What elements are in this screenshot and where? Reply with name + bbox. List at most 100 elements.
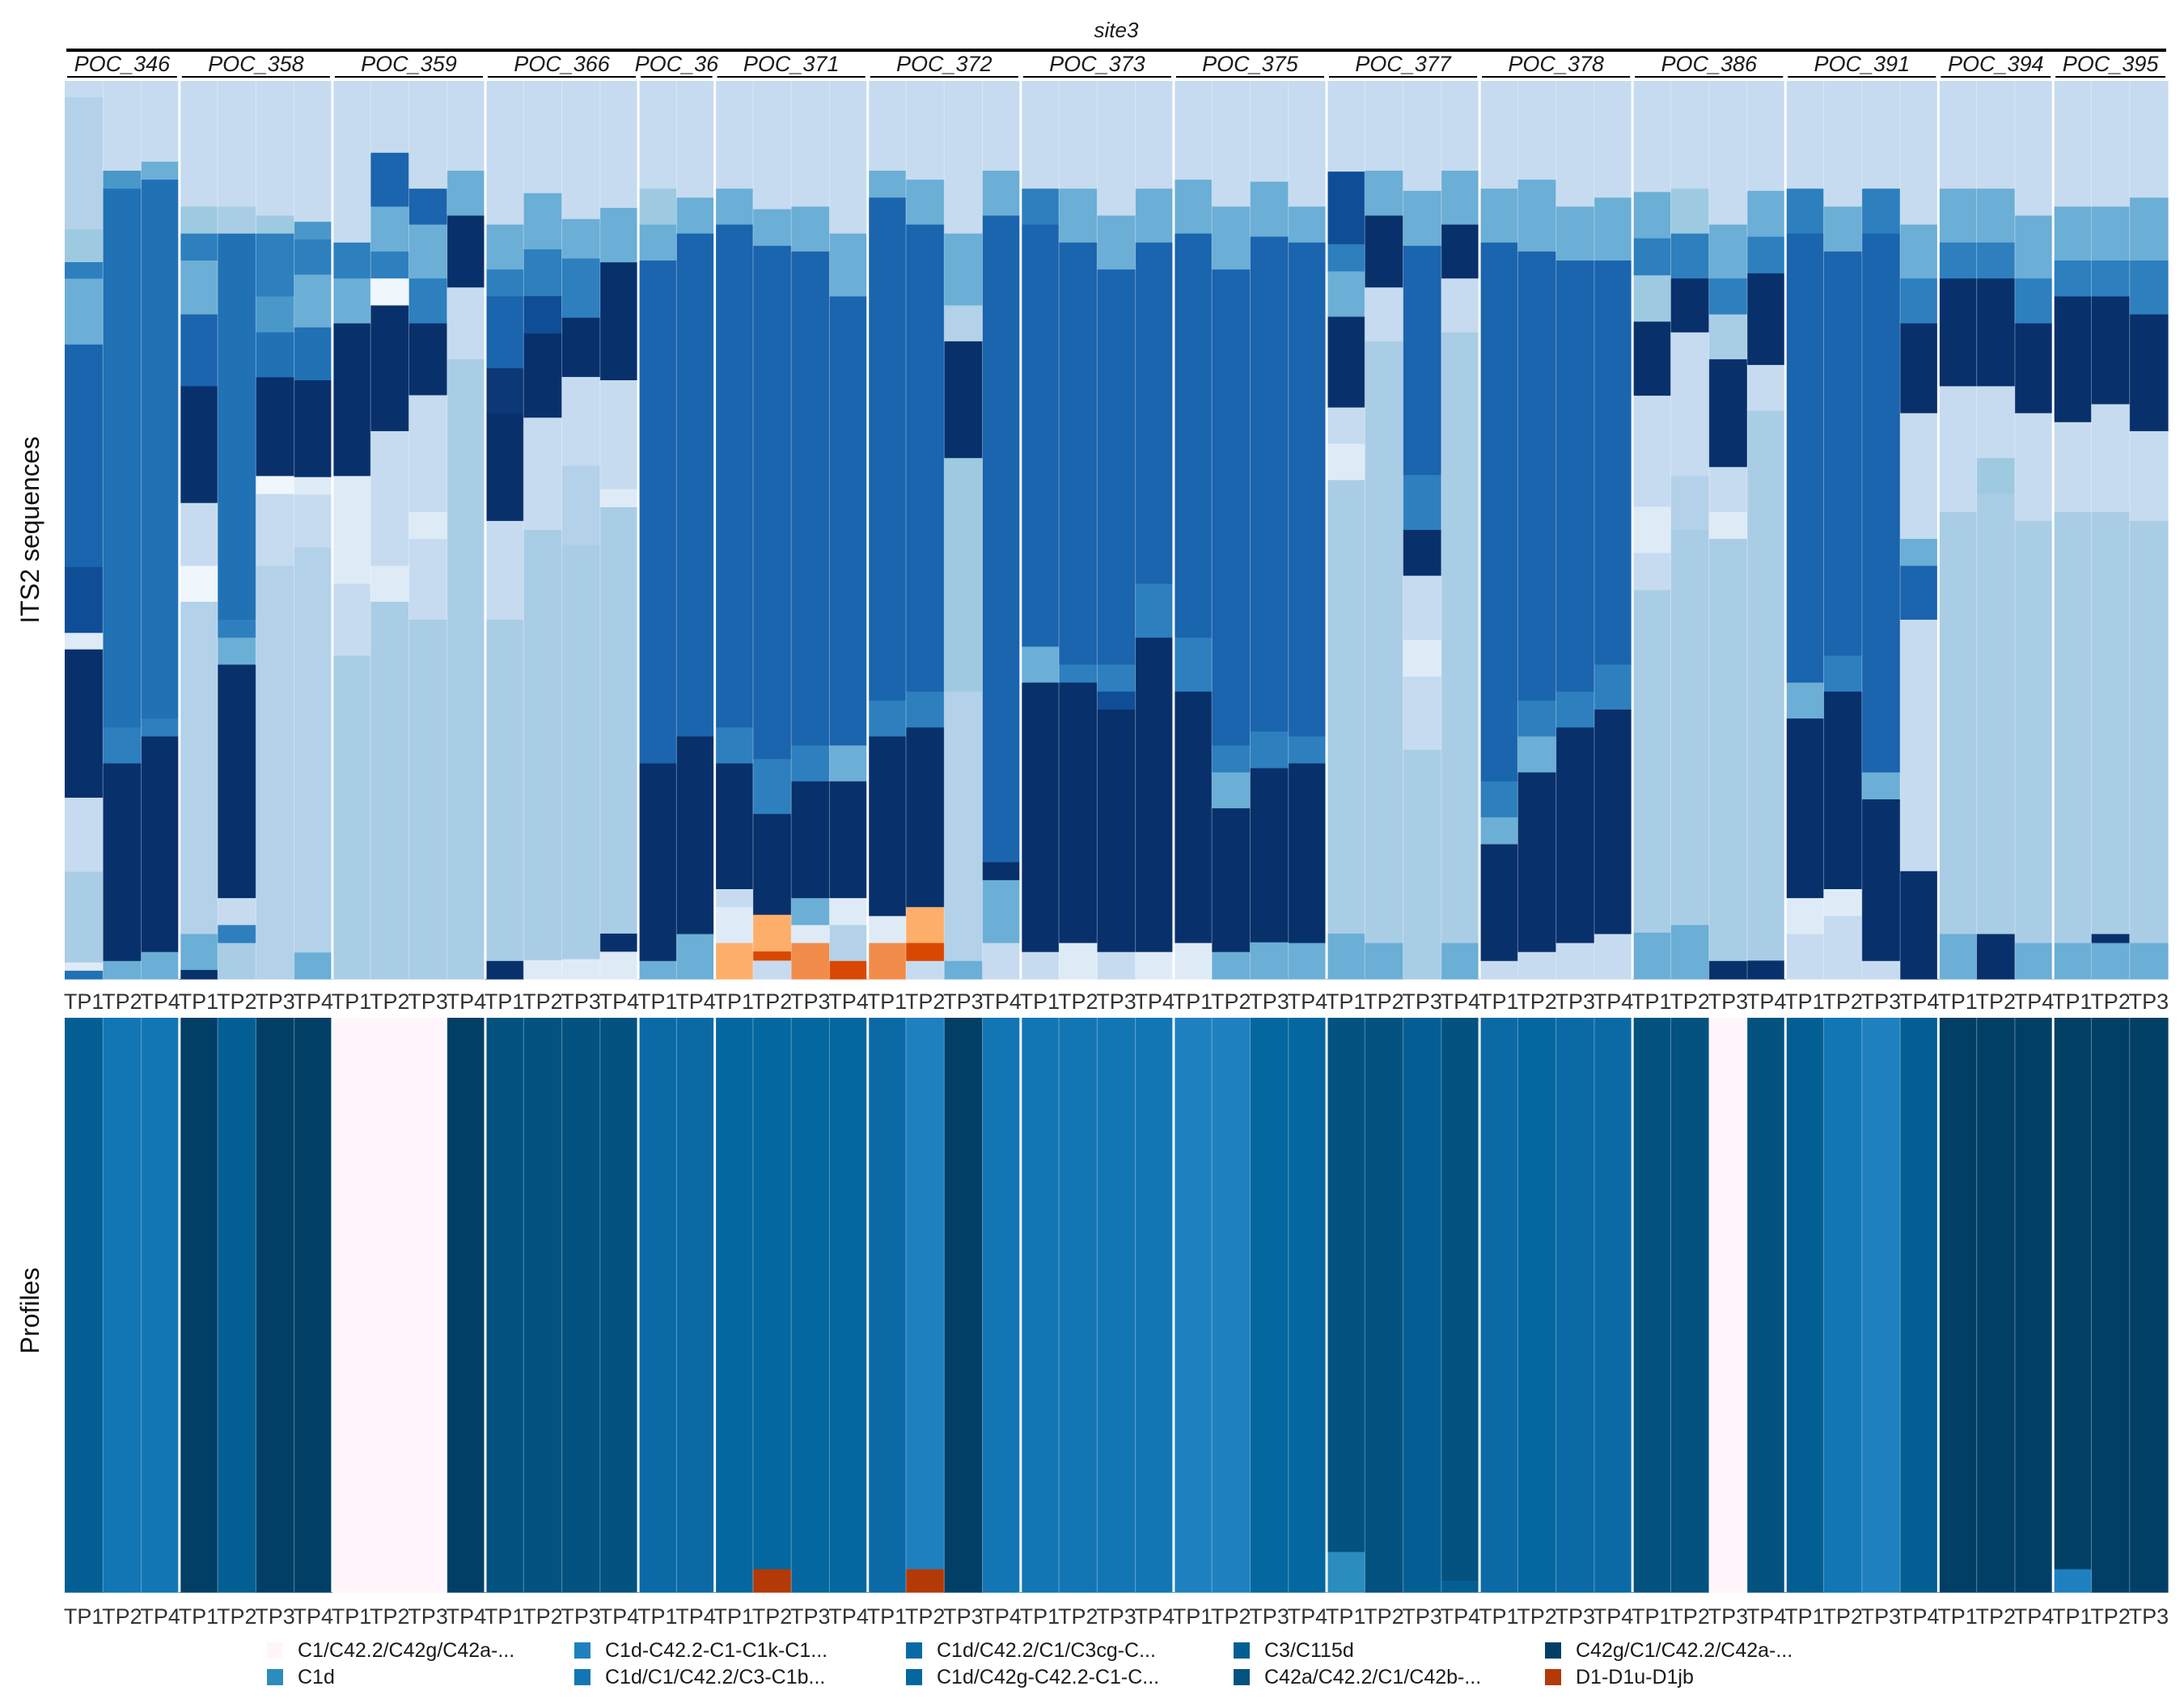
its2-segment xyxy=(2091,81,2131,207)
its2-segment xyxy=(906,907,945,944)
profile-segment xyxy=(1173,1018,1213,1593)
its2-segment xyxy=(1441,171,1480,226)
x-tick-label: TP3 xyxy=(1555,1604,1596,1629)
its2-segment xyxy=(1212,269,1251,747)
x-tick-label: TP3 xyxy=(1708,989,1749,1014)
its2-segment xyxy=(676,197,716,235)
x-tick-label: TP4 xyxy=(1135,1604,1175,1629)
its2-segment xyxy=(1938,81,1978,189)
its2-segment xyxy=(1785,898,1825,935)
its2-segment xyxy=(1403,639,1442,677)
x-tick-label: TP3 xyxy=(1402,1604,1442,1629)
its2-segment xyxy=(906,727,945,908)
its2-segment xyxy=(1365,341,1404,944)
profile-segment xyxy=(1517,1018,1557,1593)
its2-segment xyxy=(1212,951,1251,980)
its2-segment xyxy=(1288,763,1327,944)
x-tick-label: TP1 xyxy=(1632,1604,1672,1629)
its2-segment xyxy=(447,81,486,172)
profile-segment xyxy=(294,1018,333,1593)
its2-segment xyxy=(599,262,639,381)
its2-segment xyxy=(638,261,677,765)
its2-segment xyxy=(294,239,333,276)
its2-segment xyxy=(65,871,104,964)
x-tick-label: TP4 xyxy=(1441,989,1481,1014)
its2-segment xyxy=(867,171,907,198)
its2-segment xyxy=(1976,934,2016,980)
its2-segment xyxy=(1517,736,1557,773)
its2-segment xyxy=(599,951,639,980)
its2-segment xyxy=(1173,943,1213,980)
x-tick-label: TP1 xyxy=(1479,1604,1519,1629)
its2-segment xyxy=(1938,511,1978,935)
its2-segment xyxy=(218,81,256,207)
its2-segment xyxy=(1173,691,1213,944)
x-tick-label: TP4 xyxy=(447,1604,487,1629)
its2-segment xyxy=(829,925,869,962)
x-tick-label: TP2 xyxy=(2090,1604,2131,1629)
its2-segment xyxy=(294,222,333,240)
its2-segment xyxy=(829,960,869,980)
x-tick-label: TP2 xyxy=(2090,989,2131,1014)
its2-segment xyxy=(1059,189,1098,244)
profile-segment xyxy=(1020,1018,1060,1593)
its2-segment xyxy=(179,502,218,566)
profile-segment xyxy=(103,1018,142,1593)
its2-segment xyxy=(1479,242,1518,782)
group-label: POC_391 xyxy=(1814,52,1911,76)
x-tick-label: TP2 xyxy=(1517,1604,1557,1629)
its2-segment xyxy=(982,943,1022,980)
its2-segment xyxy=(332,278,371,324)
its2-segment xyxy=(1097,951,1136,980)
its2-segment xyxy=(2091,934,2131,944)
its2-segment xyxy=(1747,410,1786,961)
x-tick-label: TP1 xyxy=(1937,1604,1978,1629)
its2-segment xyxy=(1020,224,1060,647)
its2-segment xyxy=(944,691,984,962)
its2-segment xyxy=(65,229,104,263)
profile-segment xyxy=(1327,1552,1365,1593)
legend-swatch xyxy=(906,1642,922,1659)
its2-segment xyxy=(332,655,371,980)
its2-segment xyxy=(1059,242,1098,666)
its2-segment xyxy=(1365,943,1404,980)
its2-segment xyxy=(1785,189,1825,235)
x-tick-label: TP4 xyxy=(1746,1604,1787,1629)
x-tick-label: TP1 xyxy=(332,1604,372,1629)
its2-segment xyxy=(447,287,486,360)
x-tick-label: TP2 xyxy=(523,989,563,1014)
its2-segment xyxy=(599,506,639,934)
its2-segment xyxy=(65,633,104,650)
group-label: POC_377 xyxy=(1355,52,1452,76)
its2-segment xyxy=(1288,943,1327,980)
its2-segment xyxy=(1708,314,1748,360)
x-tick-label: TP4 xyxy=(1288,989,1328,1014)
profile-segment xyxy=(65,1018,104,1593)
profile-segment xyxy=(1938,1018,1978,1593)
x-tick-label: TP2 xyxy=(217,1604,257,1629)
its2-segment xyxy=(714,81,754,189)
profile-segment xyxy=(944,1018,984,1593)
its2-segment xyxy=(1976,386,2016,459)
its2-segment xyxy=(982,81,1022,172)
its2-segment xyxy=(218,233,256,621)
x-tick-label: TP4 xyxy=(1899,989,1940,1014)
its2-segment xyxy=(2053,81,2093,207)
x-tick-label: TP1 xyxy=(2052,1604,2093,1629)
x-tick-label: TP2 xyxy=(1058,989,1098,1014)
its2-segment xyxy=(867,736,907,917)
group-label: POC_359 xyxy=(361,52,457,76)
its2-segment xyxy=(1097,710,1136,953)
its2-segment xyxy=(2053,296,2093,423)
its2-segment xyxy=(141,736,180,953)
its2-segment xyxy=(523,530,563,961)
x-tick-label: TP2 xyxy=(1211,1604,1251,1629)
its2-segment xyxy=(370,81,410,154)
its2-segment xyxy=(485,269,524,297)
its2-segment xyxy=(332,476,371,585)
its2-segment xyxy=(179,314,218,387)
its2-segment xyxy=(1594,664,1633,710)
its2-segment xyxy=(1288,736,1327,765)
its2-segment xyxy=(1670,233,1710,279)
its2-segment xyxy=(1555,81,1595,207)
